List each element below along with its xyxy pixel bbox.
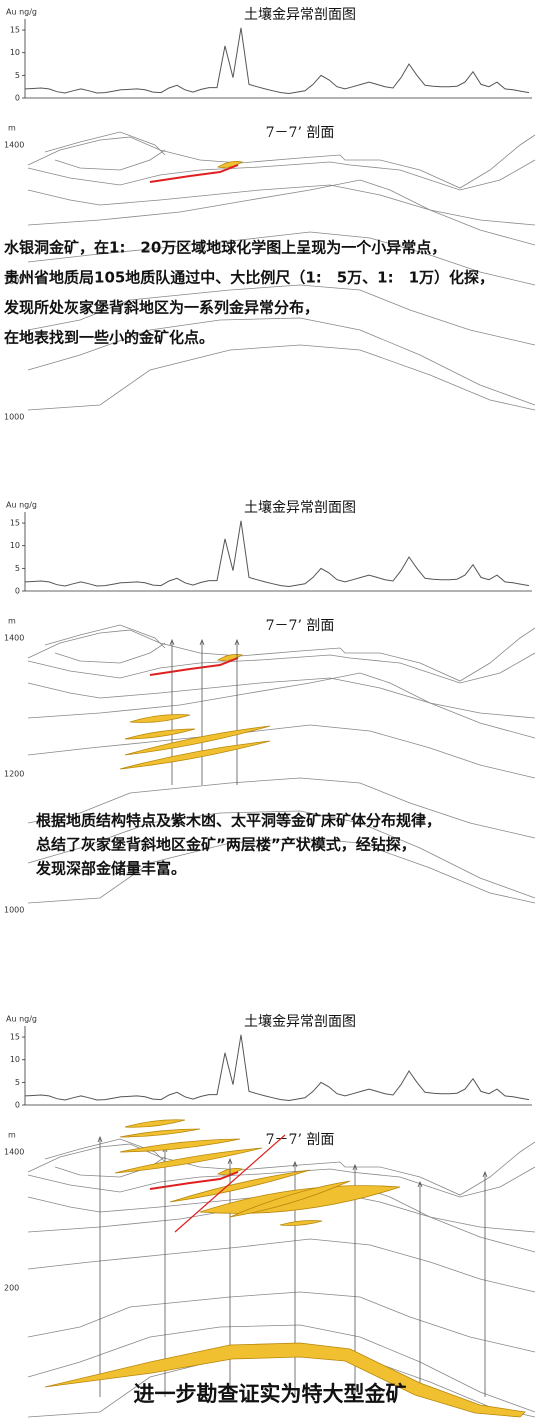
elevation-label: 200 bbox=[4, 1284, 19, 1293]
data-line bbox=[24, 1034, 530, 1102]
elevation-unit: m bbox=[8, 617, 16, 626]
y-tick-label: 15 bbox=[10, 1033, 20, 1042]
ore-zone bbox=[149, 1171, 239, 1190]
y-tick-label: 10 bbox=[10, 1055, 20, 1064]
stratum-line bbox=[27, 159, 536, 191]
ore-zone bbox=[149, 657, 239, 676]
y-tick-label: 5 bbox=[15, 564, 20, 573]
stratum-line bbox=[27, 724, 536, 779]
stratum-line bbox=[27, 1238, 536, 1293]
chart-title: 土壤金异常剖面图 bbox=[244, 1013, 356, 1030]
drill-arrow bbox=[169, 638, 175, 646]
stratum-line bbox=[27, 672, 536, 739]
stratum-line bbox=[27, 134, 536, 189]
stratum-line bbox=[27, 1141, 536, 1196]
stratum-line bbox=[27, 344, 536, 411]
ore-body bbox=[229, 1180, 351, 1218]
elevation-label: 1400 bbox=[4, 634, 24, 643]
y-axis-label: Au ng/g bbox=[6, 501, 37, 510]
elevation-label: 1400 bbox=[4, 1148, 24, 1157]
caption-line: 在地表找到一些小的金矿化点。 bbox=[4, 329, 214, 347]
stratum-line bbox=[27, 627, 536, 682]
section-title: 7－7’ 剖面 bbox=[266, 618, 335, 634]
y-tick-label: 0 bbox=[15, 587, 20, 596]
stratum-line bbox=[27, 677, 536, 719]
drill-arrow bbox=[97, 1135, 103, 1143]
y-axis-label: Au ng/g bbox=[6, 8, 37, 17]
stratum-line bbox=[27, 184, 536, 226]
elevation-label: 1000 bbox=[4, 413, 24, 422]
stratum-line bbox=[44, 131, 166, 156]
caption-line: 水银洞金矿，在1: 20万区域地球化学图上呈现为一个小异常点， bbox=[4, 239, 446, 257]
stratum-line bbox=[27, 179, 536, 246]
caption-line: 贵州省地质局105地质队通过中、大比例尺（1: 5万、1: 1万）化探， bbox=[4, 269, 494, 287]
stratum-line bbox=[27, 1291, 536, 1353]
ore-body bbox=[124, 728, 196, 740]
stratum-line bbox=[27, 1324, 536, 1413]
elevation-label: 1400 bbox=[4, 141, 24, 150]
stratum-line bbox=[27, 231, 536, 286]
stratum-line bbox=[27, 284, 536, 346]
y-tick-label: 5 bbox=[15, 71, 20, 80]
ore-body bbox=[119, 1128, 201, 1138]
stratum-line bbox=[54, 149, 166, 171]
elevation-label: 1200 bbox=[4, 770, 24, 779]
surface-ore bbox=[216, 160, 244, 169]
y-axis-label: Au ng/g bbox=[6, 1015, 37, 1024]
y-tick-label: 10 bbox=[10, 541, 20, 550]
ore-zone bbox=[149, 164, 239, 183]
elevation-label: 1200 bbox=[4, 277, 24, 286]
y-tick-label: 5 bbox=[15, 1078, 20, 1087]
caption-line: 发现深部金储量丰富。 bbox=[35, 860, 186, 878]
stratum-line bbox=[27, 317, 536, 406]
stratum-line bbox=[44, 1138, 166, 1163]
chart-title: 土壤金异常剖面图 bbox=[244, 499, 356, 516]
elevation-label: 1000 bbox=[4, 906, 24, 915]
drill-arrow bbox=[482, 1170, 488, 1178]
drill-arrow bbox=[199, 638, 205, 646]
drill-arrow bbox=[352, 1163, 358, 1171]
ore-body bbox=[129, 714, 191, 723]
data-line bbox=[24, 520, 530, 588]
caption-line: 进一步勘查证实为特大型金矿 bbox=[134, 1382, 407, 1406]
stratum-line bbox=[44, 624, 166, 649]
ore-body bbox=[44, 1342, 526, 1418]
surface-ore bbox=[216, 653, 244, 662]
ore-body bbox=[119, 740, 271, 770]
stratum-line bbox=[54, 642, 166, 664]
drill-arrow bbox=[234, 638, 240, 646]
data-line bbox=[24, 27, 530, 95]
stratum-line bbox=[27, 810, 536, 899]
drill-arrow bbox=[417, 1180, 423, 1188]
y-tick-label: 10 bbox=[10, 48, 20, 57]
elevation-unit: m bbox=[8, 1131, 16, 1140]
stratum-line bbox=[27, 652, 536, 684]
ore-body bbox=[279, 1220, 323, 1226]
y-tick-label: 0 bbox=[15, 1101, 20, 1110]
ore-body bbox=[124, 1119, 186, 1128]
y-tick-label: 15 bbox=[10, 26, 20, 35]
ore-body bbox=[169, 1169, 311, 1203]
fault bbox=[174, 1134, 286, 1233]
ore-body bbox=[119, 1138, 241, 1153]
section-title: 7－7’ 剖面 bbox=[266, 1132, 335, 1148]
ore-body bbox=[124, 725, 271, 756]
caption-line: 发现所处灰家堡背斜地区为一系列金异常分布， bbox=[3, 299, 319, 317]
stratum-line bbox=[27, 837, 536, 904]
y-tick-label: 0 bbox=[15, 94, 20, 103]
drill-arrow bbox=[292, 1160, 298, 1168]
elevation-unit: m bbox=[8, 124, 16, 133]
chart-title: 土壤金异常剖面图 bbox=[244, 6, 356, 23]
section-title: 7－7’ 剖面 bbox=[266, 125, 335, 141]
ore-body bbox=[114, 1147, 263, 1174]
caption-line: 根据地质结构特点及紫木凼、太平洞等金矿床矿体分布规律， bbox=[36, 812, 441, 830]
caption-line: 总结了灰家堡背斜地区金矿”两层楼”产状模式，经钻探， bbox=[36, 836, 416, 854]
drill-arrow bbox=[227, 1157, 233, 1165]
y-tick-label: 15 bbox=[10, 519, 20, 528]
stratum-line bbox=[27, 777, 536, 839]
